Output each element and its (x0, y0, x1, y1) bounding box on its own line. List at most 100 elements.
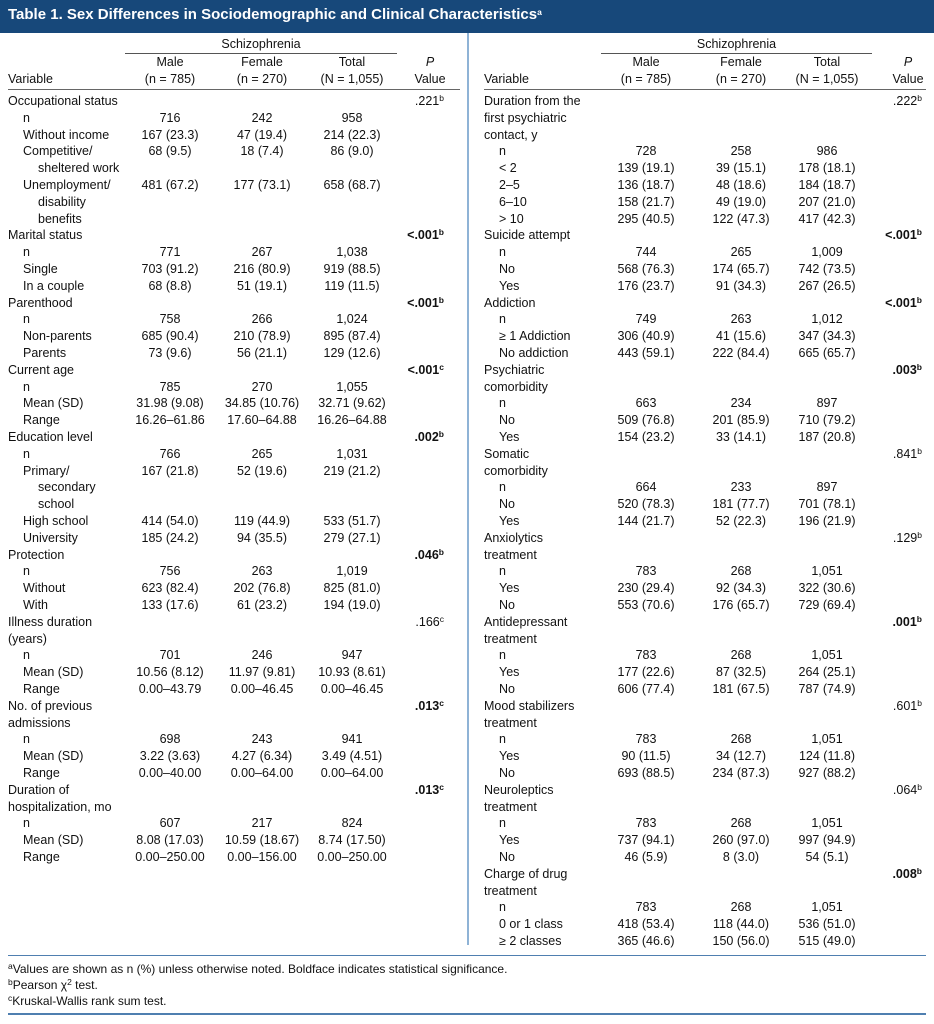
row-label: sheltered work (38, 161, 120, 176)
p-value-note: c (439, 781, 444, 792)
cell: 783 (635, 816, 657, 831)
cell: 322 (30.6) (798, 581, 856, 596)
cell: 246 (251, 648, 273, 663)
cell: 533 (51.7) (323, 514, 381, 528)
variable-label: comorbidity (484, 379, 548, 394)
cell: 54 (5.1) (805, 850, 849, 864)
cell: 92 (34.3) (715, 581, 767, 596)
cell: 178 (18.1) (798, 161, 856, 176)
cell: 242 (251, 110, 273, 125)
cell: 279 (27.1) (323, 530, 381, 545)
p-value: <.001c (408, 362, 444, 379)
cell: 133 (17.6) (141, 598, 199, 612)
variable-label: treatment (484, 883, 537, 898)
cell: 234 (730, 396, 752, 411)
cell: 783 (635, 732, 657, 747)
cell: 158 (21.7) (617, 194, 675, 209)
cell: 266 (251, 312, 273, 327)
column-header: Male (156, 55, 184, 69)
rule (8, 955, 926, 956)
footnote-mark: a (8, 961, 13, 971)
cell: 52 (19.6) (236, 463, 288, 478)
variable-label: Parenthood (8, 295, 73, 310)
cell: 8.08 (17.03) (136, 833, 204, 848)
p-value-text: .064 (892, 782, 918, 797)
cell: 607 (159, 816, 181, 831)
cell: 119 (44.9) (233, 514, 291, 528)
footnote-text: Values are shown as n (%) unless otherwi… (12, 962, 508, 976)
cell: 56 (21.1) (236, 346, 288, 360)
cell: 0.00–43.79 (138, 682, 202, 696)
column-header: (N = 1,055) (795, 72, 859, 86)
p-value: .013c (415, 698, 444, 715)
p-value: .064b (893, 782, 922, 799)
cell: 207 (21.0) (798, 194, 856, 209)
cell: 417 (42.3) (798, 211, 856, 226)
cell: 177 (22.6) (617, 665, 675, 680)
cell: 258 (730, 144, 752, 159)
variable-label: Suicide attempt (484, 228, 571, 243)
row-label: Without (23, 581, 66, 596)
cell: 194 (19.0) (323, 598, 381, 612)
cell: 1,051 (811, 816, 843, 831)
cell: 230 (29.4) (617, 581, 675, 596)
group-header: Schizophrenia (696, 37, 777, 51)
cell: 701 (78.1) (798, 497, 856, 512)
row-label: n (23, 312, 30, 327)
cell: 122 (47.3) (712, 211, 770, 226)
variable-label: Antidepressant (484, 614, 568, 629)
cell: 728 (635, 144, 657, 159)
rule (8, 89, 460, 90)
p-value-note: c (439, 697, 444, 708)
cell: 509 (76.8) (617, 413, 675, 428)
p-value: .601b (893, 698, 922, 715)
cell: 1,051 (811, 900, 843, 915)
p-value-note: b (917, 781, 922, 792)
row-label: No addiction (499, 346, 569, 360)
cell: 824 (341, 816, 363, 831)
variable-label: first psychiatric (484, 110, 567, 125)
variable-label: Charge of drug (484, 866, 568, 881)
row-label: Without income (23, 127, 110, 142)
row-label: Yes (499, 430, 520, 444)
p-value-text: .046 (414, 547, 439, 562)
cell: 758 (159, 312, 181, 327)
p-value-text: <.001 (885, 295, 917, 310)
cell: 16.26–64.88 (317, 413, 387, 428)
p-value: .222b (893, 93, 922, 110)
cell: 919 (88.5) (323, 262, 381, 276)
cell: 216 (80.9) (233, 262, 291, 276)
p-value-text: .129 (892, 530, 918, 545)
rule (484, 89, 926, 90)
column-header: P (425, 55, 435, 69)
row-label: n (23, 446, 30, 461)
p-value-note: b (917, 529, 922, 540)
cell: 68 (9.5) (148, 144, 192, 159)
cell: 742 (73.5) (798, 262, 856, 276)
cell: 150 (56.0) (712, 934, 770, 948)
cell: 756 (159, 564, 181, 579)
p-value: <.001b (407, 295, 444, 312)
cell: 897 (816, 480, 838, 495)
p-value: .129b (893, 530, 922, 547)
p-value-note: b (438, 546, 444, 557)
cell: 16.26–61.86 (135, 413, 205, 428)
column-header: P (903, 55, 913, 69)
cell: 1,031 (336, 446, 368, 461)
row-label: No (499, 598, 515, 612)
cell: 0.00–46.45 (320, 682, 384, 696)
cell: 263 (730, 312, 752, 327)
p-value-note: b (917, 697, 922, 708)
variable-label: comorbidity (484, 463, 548, 478)
p-value-note: c (439, 613, 444, 624)
title-text: Table 1. Sex Differences in Sociodemogra… (8, 6, 538, 23)
row-label: n (499, 245, 506, 260)
cell: 268 (730, 564, 752, 579)
cell: 947 (341, 648, 363, 663)
rule (601, 53, 872, 54)
row-label: n (499, 144, 506, 159)
row-label: n (23, 648, 30, 663)
p-value-text: <.001 (407, 362, 440, 377)
variable-label: Duration from the (484, 94, 581, 108)
p-value-text: .166 (415, 614, 440, 629)
